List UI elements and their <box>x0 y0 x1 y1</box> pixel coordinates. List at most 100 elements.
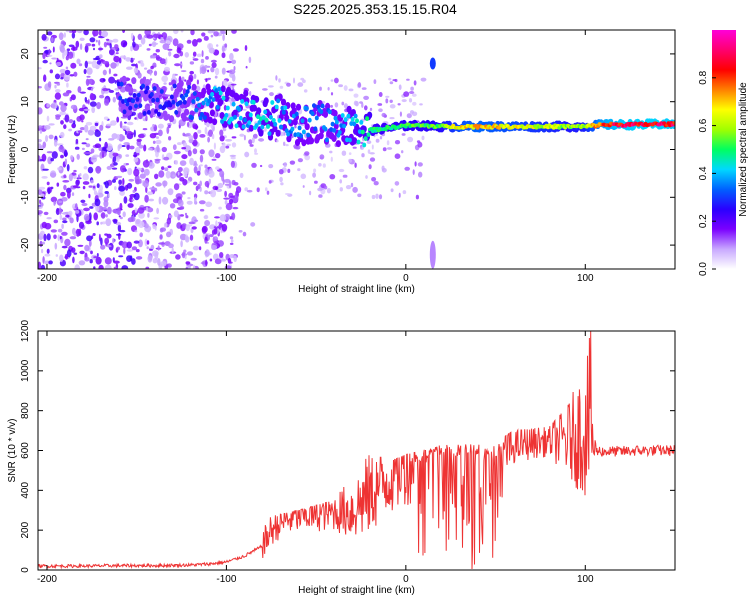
ridge-core <box>304 106 309 111</box>
ridge-core <box>151 97 156 103</box>
ridge-core <box>156 111 161 117</box>
ridge-core <box>122 109 127 115</box>
noise-speckle <box>46 181 50 186</box>
ridge-core <box>231 101 236 107</box>
noise-speckle <box>58 200 63 204</box>
noise-speckle <box>348 158 352 163</box>
noise-speckle <box>62 92 70 97</box>
noise-speckle <box>224 265 232 269</box>
noise-speckle <box>114 44 119 49</box>
ridge-core <box>672 121 675 125</box>
noise-speckle <box>244 151 250 158</box>
noise-speckle <box>228 261 233 264</box>
noise-speckle <box>318 194 323 198</box>
noise-speckle <box>214 75 218 79</box>
noise-speckle <box>143 144 147 152</box>
noise-speckle <box>39 199 42 204</box>
noise-speckle <box>71 30 77 34</box>
noise-speckle <box>100 244 106 250</box>
noise-speckle <box>265 187 268 192</box>
noise-speckle <box>38 186 46 190</box>
noise-speckle <box>192 39 198 47</box>
ridge-core <box>207 98 212 104</box>
noise-speckle <box>172 38 179 47</box>
ridge-core <box>131 98 136 104</box>
snr-ylabel: SNR (10 * v/v) <box>7 419 18 483</box>
noise-speckle <box>361 153 365 158</box>
noise-speckle <box>91 60 97 69</box>
noise-speckle <box>155 182 162 187</box>
ridge-core <box>217 86 222 92</box>
ridge-core <box>202 115 207 120</box>
noise-speckle <box>401 99 407 103</box>
noise-speckle <box>158 170 165 178</box>
noise-speckle <box>121 241 129 249</box>
ridge-halo <box>126 108 133 116</box>
noise-speckle <box>54 242 58 250</box>
noise-speckle <box>193 73 197 79</box>
noise-speckle <box>143 180 149 188</box>
ridge-core <box>144 89 148 95</box>
noise-speckle <box>132 41 136 48</box>
noise-speckle <box>138 144 144 149</box>
noise-speckle <box>180 30 184 33</box>
noise-speckle <box>74 264 80 269</box>
noise-speckle <box>329 150 333 154</box>
ridge-halo <box>331 135 337 142</box>
noise-speckle <box>254 148 257 154</box>
noise-speckle <box>79 114 85 121</box>
ridge-core <box>135 97 140 102</box>
noise-speckle <box>80 199 86 203</box>
ridge-core <box>192 91 197 96</box>
noise-speckle <box>110 62 117 69</box>
ridge-core <box>280 105 285 111</box>
noise-speckle <box>204 164 208 169</box>
ridge-core <box>132 93 137 98</box>
noise-speckle <box>84 97 88 102</box>
noise-speckle <box>145 159 149 164</box>
noise-speckle <box>153 70 158 76</box>
ridge-halo <box>137 112 143 120</box>
noise-speckle <box>86 235 93 242</box>
noise-speckle <box>135 147 141 155</box>
noise-speckle <box>199 164 203 167</box>
noise-speckle <box>112 208 118 214</box>
noise-speckle <box>137 207 145 214</box>
noise-speckle <box>216 44 219 47</box>
noise-speckle <box>154 158 161 161</box>
noise-speckle <box>327 87 330 91</box>
noise-speckle <box>378 194 383 200</box>
noise-speckle <box>78 260 86 266</box>
noise-speckle <box>189 61 195 65</box>
noise-speckle <box>262 88 268 91</box>
spectrogram-ytick-label: -20 <box>20 237 31 252</box>
noise-speckle <box>64 114 70 123</box>
noise-speckle <box>229 154 237 157</box>
ridge-core <box>159 89 164 94</box>
noise-speckle <box>161 146 167 153</box>
noise-speckle <box>173 150 181 155</box>
noise-speckle <box>184 79 187 82</box>
noise-speckle <box>276 139 279 143</box>
noise-speckle <box>53 139 58 147</box>
noise-speckle <box>88 185 93 188</box>
noise-speckle <box>188 221 195 225</box>
ridge-halo <box>301 139 307 147</box>
noise-speckle <box>193 160 197 166</box>
noise-speckle <box>353 100 358 106</box>
noise-speckle <box>163 94 170 97</box>
noise-speckle <box>42 52 46 60</box>
ridge-core <box>312 103 316 108</box>
noise-speckle <box>81 142 87 145</box>
noise-speckle <box>102 60 110 65</box>
noise-speckle <box>180 225 183 229</box>
noise-speckle <box>200 66 207 74</box>
noise-speckle <box>125 57 131 62</box>
noise-speckle <box>43 211 49 216</box>
snr-ytick-label: 1000 <box>20 359 31 382</box>
noise-speckle <box>86 67 93 75</box>
noise-speckle <box>221 45 225 53</box>
noise-speckle <box>371 144 374 150</box>
noise-speckle <box>39 230 45 237</box>
noise-speckle <box>399 111 402 117</box>
